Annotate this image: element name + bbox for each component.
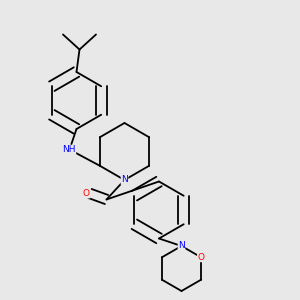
Text: O: O: [83, 189, 90, 198]
Text: NH: NH: [62, 146, 76, 154]
Text: N: N: [121, 176, 128, 184]
Text: O: O: [197, 253, 205, 262]
Text: N: N: [178, 242, 185, 250]
